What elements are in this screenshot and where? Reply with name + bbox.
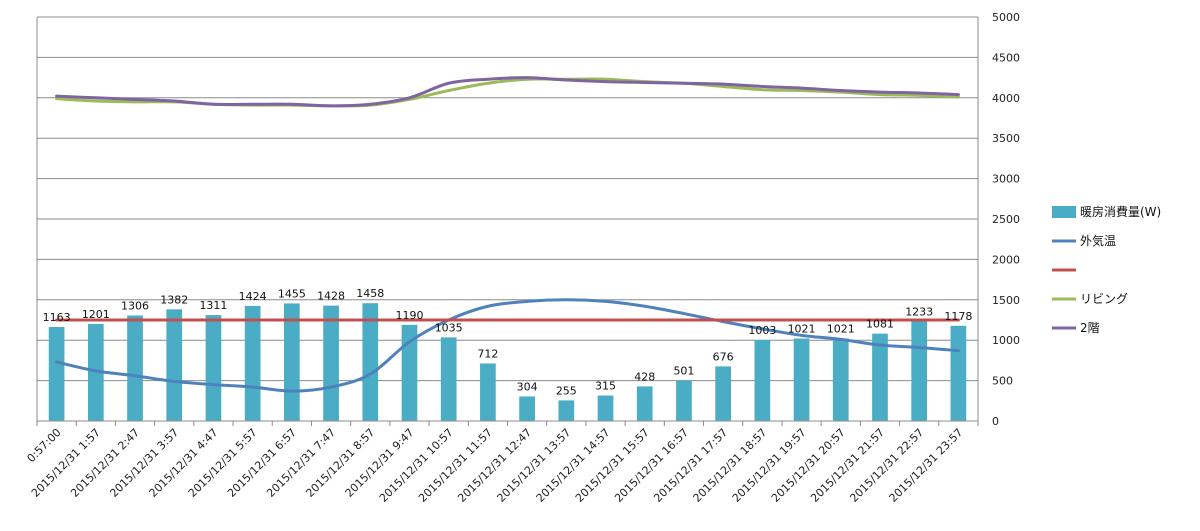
data-label: 1306 (121, 299, 149, 312)
bar (48, 327, 65, 421)
x-tick-label: 2015/12/31 13:57 (495, 426, 574, 505)
bar (793, 338, 810, 421)
data-labels: 1163 1201 1306 1382 1311 1424 1455 1428 1458 1190… (43, 287, 973, 397)
y-tick-label: 3500 (992, 132, 1020, 145)
series-line (55, 298, 960, 393)
bar (558, 400, 575, 421)
bar (401, 324, 418, 421)
gridlines (37, 16, 978, 422)
y-tick-label: 500 (992, 375, 1013, 388)
bar (597, 395, 614, 421)
y-tick-label: 1000 (992, 334, 1020, 347)
y-tick-label: 5000 (992, 11, 1020, 24)
bar (519, 396, 535, 421)
x-tick-label: 2015/12/31 4:47 (147, 426, 221, 500)
bar (715, 366, 731, 421)
x-tick-label: 2015/12/31 14:57 (534, 426, 613, 505)
bar (636, 386, 653, 421)
x-tick-label: 2015/12/31 6:57 (225, 426, 299, 500)
x-tick-label: 2015/12/31 22:57 (847, 426, 926, 505)
bar (440, 337, 457, 421)
data-label: 1190 (395, 309, 423, 322)
data-label: 1021 (788, 323, 816, 336)
bar (87, 323, 104, 421)
bar (127, 315, 143, 421)
data-label: 1424 (239, 290, 267, 303)
bar (480, 363, 496, 421)
y-tick-label: 0 (992, 415, 999, 428)
legend-label: 外気温 (1080, 233, 1116, 248)
x-tick-label: 2015/12/31 12:47 (455, 426, 534, 505)
x-tick-label: 2015/12/31 9:47 (343, 426, 417, 500)
bar (911, 321, 928, 421)
legend-label: リビング (1080, 292, 1128, 306)
data-label: 315 (595, 380, 616, 393)
x-tick-label: 2015/12/31 11:57 (416, 426, 495, 505)
legend-label: 暖房消費量(W) (1080, 204, 1161, 219)
legend-label: 2階 (1080, 320, 1100, 335)
data-label: 255 (556, 384, 577, 397)
y-tick-label: 4000 (992, 92, 1020, 105)
x-tick-label: 2015/12/31 16:57 (612, 426, 691, 505)
x-tick-label: 2015/12/31 1:57 (29, 426, 103, 500)
x-tick-label: 2015/12/31 23:57 (887, 426, 966, 505)
x-tick-label: 0:57:00 (25, 426, 64, 465)
data-label: 1178 (944, 310, 972, 323)
x-tick-label: 2015/12/31 3:57 (107, 426, 181, 500)
x-tick-label: 2015/12/31 10:57 (377, 426, 456, 505)
bar (323, 305, 339, 421)
x-tick-label: 2015/12/31 7:47 (264, 426, 338, 500)
data-label: 1021 (827, 323, 855, 336)
x-tick-label: 2015/12/31 15:57 (573, 426, 652, 505)
x-tick-label: 2015/12/31 8:57 (303, 426, 377, 500)
y-tick-label: 2000 (992, 253, 1020, 266)
x-tick-label: 2015/12/31 5:57 (186, 426, 260, 500)
data-label: 1163 (43, 311, 71, 324)
data-label: 304 (517, 380, 538, 393)
y-tick-label: 2500 (992, 213, 1020, 226)
x-tick-label: 2015/12/31 20:57 (769, 426, 848, 505)
legend-swatch (1052, 206, 1076, 218)
bar (205, 315, 222, 421)
data-label: 1003 (748, 324, 776, 337)
bar (676, 380, 692, 421)
y-tick-label: 4500 (992, 51, 1020, 64)
data-label: 1081 (866, 318, 894, 331)
bar (166, 309, 183, 421)
data-label: 1035 (435, 321, 463, 334)
data-label: 712 (477, 347, 498, 360)
y-tick-label: 3000 (992, 173, 1020, 186)
data-label: 1201 (82, 308, 110, 321)
x-tick-label: 2015/12/31 2:47 (68, 426, 142, 500)
bar (832, 338, 849, 421)
x-tick-label: 2015/12/31 17:57 (651, 426, 730, 505)
bar-series (48, 303, 967, 421)
data-label: 1428 (317, 290, 345, 303)
x-tick-label: 2015/12/31 21:57 (808, 426, 887, 505)
data-label: 1382 (160, 293, 188, 306)
bar (244, 305, 261, 421)
bar (754, 339, 771, 421)
data-label: 428 (634, 370, 655, 383)
data-label: 501 (673, 365, 694, 378)
data-label: 1458 (356, 287, 384, 300)
x-tick-label: 2015/12/31 18:57 (691, 426, 770, 505)
axes: 0 500 1000 1500 2000 2500 3000 3500 4000 4500 5000… (25, 11, 1020, 505)
data-label: 1455 (278, 287, 306, 300)
bar (872, 333, 888, 421)
x-tick-label: 2015/12/31 19:57 (730, 426, 809, 505)
bar (950, 325, 967, 421)
line-series (55, 76, 960, 393)
series-line (55, 76, 960, 108)
y-tick-label: 1500 (992, 294, 1020, 307)
bar (362, 303, 379, 421)
data-label: 1311 (199, 299, 227, 312)
data-label: 676 (713, 350, 734, 363)
data-label: 1233 (905, 305, 933, 318)
